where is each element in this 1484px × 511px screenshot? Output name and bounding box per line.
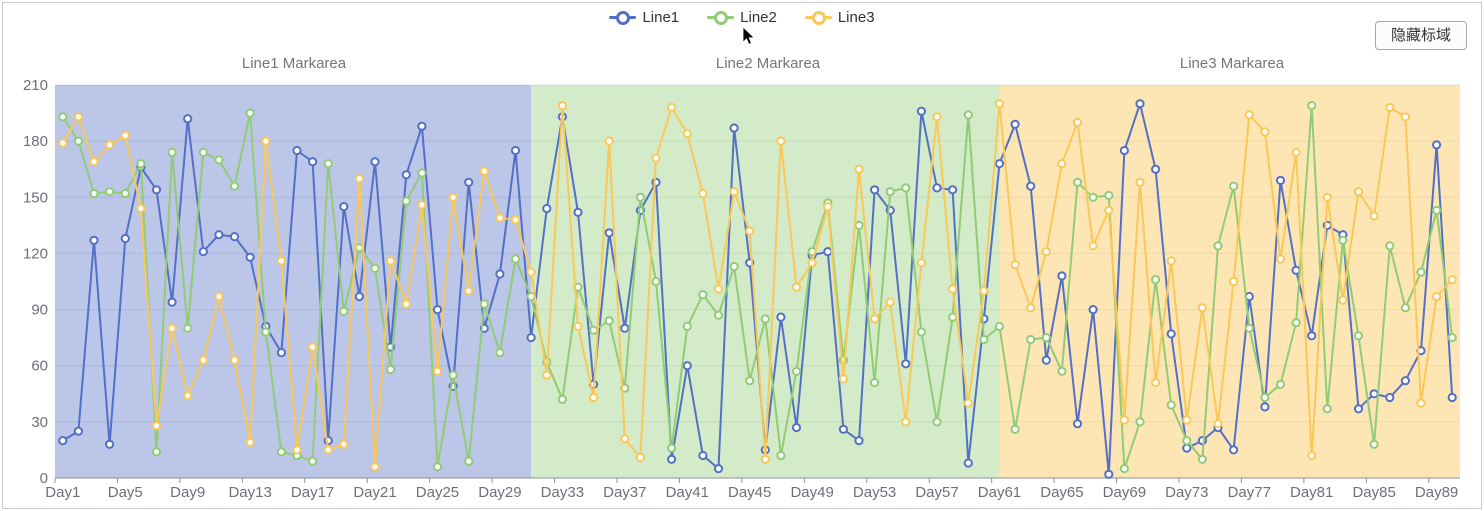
svg-text:Day25: Day25 (416, 484, 459, 501)
legend-label: Line3 (837, 9, 875, 26)
svg-text:Day37: Day37 (603, 484, 646, 501)
svg-text:0: 0 (40, 470, 48, 487)
svg-text:Day69: Day69 (1103, 484, 1146, 501)
svg-text:Day17: Day17 (291, 484, 334, 501)
svg-text:Day1: Day1 (45, 484, 80, 501)
svg-text:Day9: Day9 (170, 484, 205, 501)
legend-item-line1[interactable]: Line1 (609, 9, 680, 26)
markarea-title-line3: Line3 Markarea (1179, 55, 1285, 72)
legend-label: Line2 (740, 9, 777, 26)
svg-text:Day53: Day53 (853, 484, 896, 501)
svg-text:Day65: Day65 (1040, 484, 1083, 501)
svg-text:Day73: Day73 (1165, 484, 1208, 501)
svg-text:120: 120 (23, 245, 48, 262)
legend-item-line2[interactable]: Line2 (707, 9, 777, 26)
svg-text:Day61: Day61 (978, 484, 1021, 501)
svg-text:Day57: Day57 (915, 484, 958, 501)
svg-text:Day21: Day21 (353, 484, 396, 501)
svg-text:Day89: Day89 (1415, 484, 1458, 501)
svg-text:90: 90 (31, 302, 48, 319)
svg-text:Day29: Day29 (478, 484, 521, 501)
svg-text:180: 180 (23, 133, 48, 150)
svg-text:Day49: Day49 (790, 484, 833, 501)
svg-text:Day85: Day85 (1352, 484, 1395, 501)
line1-legend-icon (609, 11, 637, 25)
line3-legend-icon (804, 11, 832, 25)
svg-text:Day5: Day5 (108, 484, 143, 501)
svg-text:150: 150 (23, 189, 48, 206)
legend-label: Line1 (642, 9, 680, 26)
svg-text:60: 60 (31, 358, 48, 375)
svg-text:Day77: Day77 (1228, 484, 1271, 501)
svg-text:Day33: Day33 (541, 484, 584, 501)
svg-text:Day81: Day81 (1290, 484, 1333, 501)
svg-text:30: 30 (31, 414, 48, 431)
markarea-title-line1: Line1 Markarea (241, 55, 347, 72)
svg-text:Day13: Day13 (228, 484, 271, 501)
svg-text:Day45: Day45 (728, 484, 771, 501)
svg-text:Day41: Day41 (666, 484, 709, 501)
legend-item-line3[interactable]: Line3 (804, 9, 875, 26)
hide-markarea-button[interactable]: 隐藏标域 (1375, 21, 1467, 50)
svg-text:210: 210 (23, 77, 48, 94)
markarea-title-line2: Line2 Markarea (715, 55, 821, 72)
legend: Line1 Line2 Line3 (0, 8, 1484, 28)
line2-legend-icon (707, 11, 735, 25)
